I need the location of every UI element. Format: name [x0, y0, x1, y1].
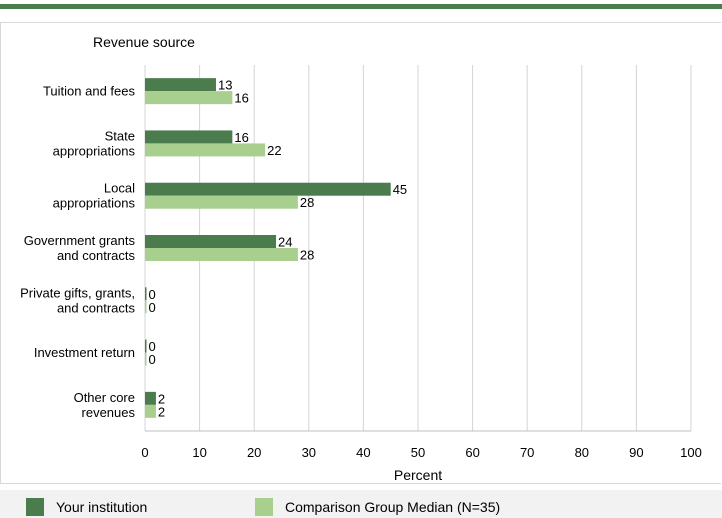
bar-institution	[145, 287, 147, 301]
bar-institution	[145, 391, 156, 405]
category-label: Tuition and fees	[43, 84, 136, 99]
data-label: 13	[218, 78, 232, 93]
category-label: appropriations	[53, 196, 136, 211]
category-label: State	[105, 128, 135, 143]
category-label: and contracts	[57, 300, 136, 315]
x-axis-label: Percent	[394, 467, 442, 483]
x-tick-label: 10	[192, 445, 206, 460]
legend-swatch-your-institution	[26, 498, 44, 516]
x-tick-label: 80	[575, 445, 589, 460]
x-tick-label: 20	[247, 445, 261, 460]
legend-label-your-institution: Your institution	[56, 499, 148, 515]
bar-comparison	[145, 352, 147, 366]
category-labels: Tuition and feesStateappropriationsLocal…	[20, 84, 135, 420]
category-label: Other core	[74, 390, 135, 405]
data-label: 16	[234, 130, 248, 145]
x-tick-label: 50	[411, 445, 425, 460]
data-label: 0	[149, 300, 156, 315]
category-label: Government grants	[24, 233, 136, 248]
data-label: 45	[393, 182, 407, 197]
data-label: 2	[158, 404, 165, 419]
data-label: 28	[300, 248, 314, 263]
category-label: and contracts	[57, 248, 136, 263]
chart-title: Revenue source	[93, 34, 195, 50]
bar-institution	[145, 235, 277, 248]
bar-comparison	[145, 300, 147, 314]
data-label: 0	[149, 287, 156, 302]
x-tick-label: 60	[465, 445, 479, 460]
data-label: 28	[300, 195, 314, 210]
x-tick-label: 90	[629, 445, 643, 460]
bar-comparison	[145, 248, 298, 261]
bar-institution	[145, 130, 233, 144]
bar-institution	[145, 78, 216, 92]
category-label: Investment return	[34, 345, 135, 360]
bar-institution	[145, 182, 391, 196]
bar-institution	[145, 339, 147, 353]
data-label: 2	[158, 391, 165, 406]
x-tick-label: 100	[680, 445, 702, 460]
x-tick-label: 30	[302, 445, 316, 460]
bar-comparison	[145, 91, 233, 105]
data-label: 0	[149, 339, 156, 354]
category-label: Local	[104, 181, 135, 196]
legend-swatch-comparison-median	[255, 498, 273, 516]
legend-label-comparison-median: Comparison Group Median (N=35)	[285, 499, 501, 515]
legend: Your institution Comparison Group Median…	[0, 490, 722, 518]
category-label: appropriations	[53, 143, 136, 158]
data-label: 22	[267, 143, 281, 158]
chart-frame	[0, 22, 721, 484]
bar-comparison	[145, 195, 298, 209]
category-label: Private gifts, grants,	[20, 285, 135, 300]
data-label: 0	[149, 352, 156, 367]
x-tick-label: 40	[356, 445, 370, 460]
data-label: 24	[278, 235, 292, 250]
category-label: revenues	[82, 405, 136, 420]
bar-comparison	[145, 143, 266, 157]
x-tick-labels: 0 10 20 30 40 50 60 70 80 90 100	[141, 445, 701, 460]
bar-comparison	[145, 404, 156, 418]
data-label: 16	[234, 91, 248, 106]
x-tick-label: 70	[520, 445, 534, 460]
x-tick-label: 0	[141, 445, 148, 460]
header-accent-bar	[0, 4, 722, 9]
grid-lines	[144, 65, 692, 432]
